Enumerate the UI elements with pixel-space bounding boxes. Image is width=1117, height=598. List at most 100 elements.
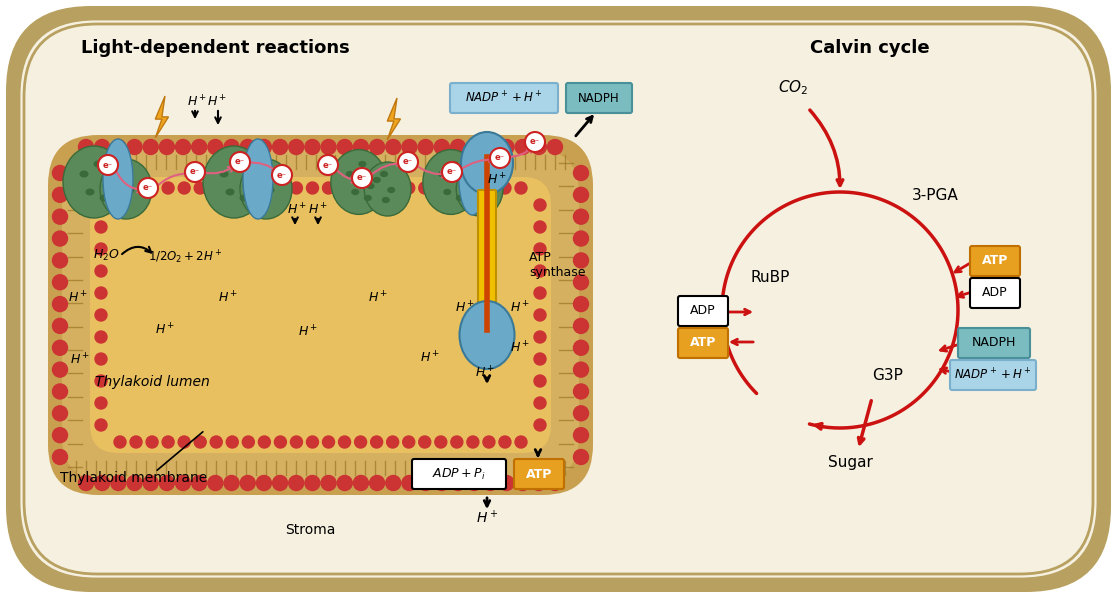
Circle shape: [515, 475, 531, 490]
Circle shape: [273, 139, 287, 154]
Ellipse shape: [242, 182, 251, 190]
Ellipse shape: [373, 177, 381, 183]
FancyBboxPatch shape: [514, 459, 564, 489]
Circle shape: [467, 436, 479, 448]
Text: Stroma: Stroma: [285, 523, 335, 537]
Circle shape: [467, 139, 481, 154]
Circle shape: [185, 162, 206, 182]
Circle shape: [162, 436, 174, 448]
Circle shape: [370, 139, 384, 154]
Circle shape: [95, 243, 107, 255]
Text: ADP: ADP: [690, 304, 716, 318]
Circle shape: [52, 297, 67, 312]
Circle shape: [419, 436, 431, 448]
Ellipse shape: [258, 170, 267, 178]
Circle shape: [95, 419, 107, 431]
Polygon shape: [388, 98, 401, 140]
Circle shape: [534, 309, 546, 321]
Circle shape: [130, 436, 142, 448]
Ellipse shape: [474, 197, 481, 203]
Circle shape: [321, 475, 336, 490]
Circle shape: [273, 475, 287, 490]
Circle shape: [192, 475, 207, 490]
Circle shape: [288, 475, 304, 490]
Circle shape: [127, 475, 142, 490]
Circle shape: [338, 182, 351, 194]
Text: $H^+$: $H^+$: [509, 340, 531, 356]
Circle shape: [402, 139, 417, 154]
Circle shape: [490, 148, 510, 168]
Circle shape: [111, 475, 126, 490]
Circle shape: [257, 139, 271, 154]
Circle shape: [483, 182, 495, 194]
Circle shape: [403, 436, 414, 448]
Circle shape: [573, 253, 589, 268]
Ellipse shape: [259, 197, 268, 203]
Text: $CO_2$: $CO_2$: [777, 79, 809, 97]
Ellipse shape: [366, 183, 374, 189]
FancyBboxPatch shape: [678, 296, 728, 326]
Circle shape: [288, 139, 304, 154]
Ellipse shape: [459, 143, 486, 215]
Text: $H^+$: $H^+$: [476, 509, 498, 527]
Circle shape: [52, 274, 67, 289]
FancyBboxPatch shape: [450, 83, 558, 113]
Ellipse shape: [364, 162, 411, 216]
Circle shape: [534, 265, 546, 277]
Circle shape: [78, 139, 94, 154]
Circle shape: [52, 318, 67, 334]
Ellipse shape: [450, 161, 458, 167]
Text: e⁻: e⁻: [357, 173, 367, 182]
Circle shape: [573, 340, 589, 355]
Circle shape: [483, 475, 498, 490]
Circle shape: [290, 436, 303, 448]
Ellipse shape: [99, 194, 108, 202]
Circle shape: [275, 436, 286, 448]
Circle shape: [386, 182, 399, 194]
Circle shape: [483, 139, 498, 154]
Ellipse shape: [364, 195, 372, 201]
Text: $NADP^+ + H^+$: $NADP^+ + H^+$: [954, 367, 1032, 383]
Circle shape: [95, 265, 107, 277]
Circle shape: [143, 475, 159, 490]
Circle shape: [451, 182, 462, 194]
Circle shape: [323, 436, 334, 448]
Circle shape: [573, 209, 589, 224]
Ellipse shape: [240, 159, 292, 219]
Text: $H^+$: $H^+$: [475, 365, 495, 381]
Circle shape: [534, 287, 546, 299]
Ellipse shape: [86, 188, 95, 196]
FancyBboxPatch shape: [949, 360, 1035, 390]
Circle shape: [52, 384, 67, 399]
Text: ATP
synthase: ATP synthase: [529, 251, 585, 279]
FancyBboxPatch shape: [412, 459, 506, 489]
Text: e⁻: e⁻: [103, 160, 113, 169]
Circle shape: [95, 353, 107, 365]
Text: 3-PGA: 3-PGA: [911, 188, 958, 203]
Ellipse shape: [465, 177, 472, 183]
Text: e⁻: e⁻: [235, 157, 245, 166]
Circle shape: [499, 475, 514, 490]
Circle shape: [306, 182, 318, 194]
Text: Light-dependent reactions: Light-dependent reactions: [80, 39, 350, 57]
Circle shape: [95, 475, 109, 490]
Text: e⁻: e⁻: [447, 167, 457, 176]
Ellipse shape: [423, 150, 479, 215]
Text: $H^+$: $H^+$: [68, 291, 88, 306]
Ellipse shape: [443, 189, 451, 195]
Circle shape: [143, 139, 159, 154]
Ellipse shape: [226, 188, 235, 196]
Circle shape: [290, 182, 303, 194]
Ellipse shape: [456, 162, 503, 216]
Text: ADP: ADP: [982, 286, 1008, 300]
Circle shape: [371, 436, 383, 448]
Text: $ADP + P_i$: $ADP + P_i$: [432, 466, 486, 481]
Circle shape: [534, 419, 546, 431]
Text: $H^+$: $H^+$: [218, 291, 238, 306]
Circle shape: [208, 139, 223, 154]
Text: Sugar: Sugar: [828, 454, 872, 469]
Text: e⁻: e⁻: [323, 160, 333, 169]
Text: $H_2O$: $H_2O$: [93, 248, 120, 263]
Text: Thylakoid lumen: Thylakoid lumen: [95, 375, 210, 389]
Circle shape: [210, 182, 222, 194]
